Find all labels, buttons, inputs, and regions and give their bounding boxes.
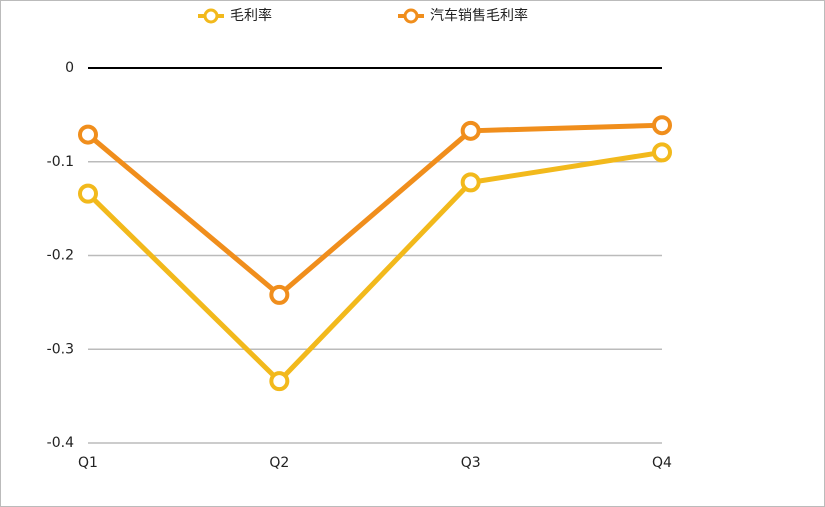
y-tick-label: -0.3 <box>47 341 74 357</box>
legend-marker <box>403 8 419 24</box>
data-point <box>460 120 481 141</box>
x-tick-label: Q3 <box>461 455 481 471</box>
series-line <box>86 149 663 384</box>
data-point <box>269 371 290 392</box>
x-tick-label: Q2 <box>269 455 289 471</box>
legend-label: 汽车销售毛利率 <box>430 7 528 24</box>
legend-label: 毛利率 <box>230 7 272 24</box>
data-point <box>78 183 98 204</box>
data-point <box>460 172 481 193</box>
x-tick-label: Q4 <box>652 455 672 471</box>
data-point <box>652 142 672 163</box>
series-line <box>86 122 663 298</box>
data-point <box>269 284 290 305</box>
data-point <box>652 115 672 136</box>
x-tick-label: Q1 <box>78 455 98 471</box>
y-tick-label: -0.1 <box>47 154 74 170</box>
data-point <box>78 124 98 145</box>
legend-marker <box>203 8 219 24</box>
y-tick-label: 0 <box>65 60 74 76</box>
y-tick-label: -0.4 <box>47 435 74 451</box>
y-tick-label: -0.2 <box>47 248 74 264</box>
